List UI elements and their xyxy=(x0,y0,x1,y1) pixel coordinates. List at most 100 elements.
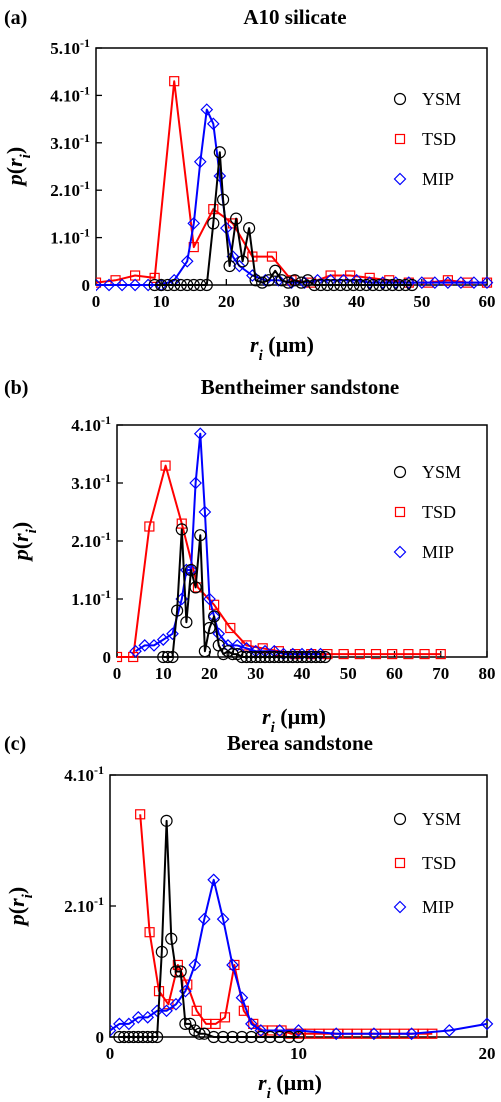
data-point-mip xyxy=(233,259,246,273)
data-point-mip xyxy=(138,639,152,652)
legend-label-mip: MIP xyxy=(422,897,454,917)
data-point-mip xyxy=(480,276,494,289)
data-point-mip xyxy=(113,1017,126,1031)
data-point-mip xyxy=(272,273,285,287)
data-point-ysm xyxy=(243,222,256,235)
data-point-mip xyxy=(402,276,416,289)
data-point-tsd xyxy=(144,927,155,938)
data-point-ysm xyxy=(230,212,243,225)
data-point-mip xyxy=(206,117,220,131)
data-point-ysm xyxy=(180,616,193,629)
plot-frame xyxy=(95,47,488,286)
data-point-mip xyxy=(415,276,429,289)
data-point-ysm xyxy=(282,276,295,289)
data-point-tsd xyxy=(354,648,365,660)
legend-marker-tsd xyxy=(394,857,406,869)
data-point-ysm xyxy=(217,1030,230,1044)
data-point-ysm xyxy=(122,1030,135,1044)
data-point-mip xyxy=(200,103,214,116)
data-point-ysm xyxy=(314,278,327,292)
data-point-mip xyxy=(128,278,142,292)
data-point-ysm xyxy=(169,965,183,978)
x-tick-label: 60 xyxy=(386,664,403,683)
data-point-ysm xyxy=(353,278,367,292)
legend-label-mip: MIP xyxy=(422,542,454,562)
x-tick-label: 30 xyxy=(283,292,300,311)
data-point-ysm xyxy=(386,278,399,292)
data-point-mip xyxy=(166,627,179,641)
data-point-ysm xyxy=(263,650,276,664)
y-tick-label: 5.10-1 xyxy=(50,36,90,58)
data-point-ysm xyxy=(157,650,170,664)
x-tick-label: 10 xyxy=(155,664,172,683)
legend-label-tsd: TSD xyxy=(422,129,456,149)
data-point-mip xyxy=(442,1024,456,1037)
data-point-mip xyxy=(367,1027,381,1041)
data-point-ysm xyxy=(240,650,253,664)
data-point-mip xyxy=(193,155,207,169)
data-point-ysm xyxy=(309,650,322,664)
data-point-tsd xyxy=(176,518,187,529)
data-point-mip xyxy=(292,1024,305,1037)
data-point-mip xyxy=(428,276,442,289)
x-tick-label: 20 xyxy=(201,664,218,683)
x-tick-label: 50 xyxy=(340,664,357,683)
chart-title: A10 silicate xyxy=(243,5,346,29)
y-tick-label: 4.10-1 xyxy=(50,83,90,105)
plot-area xyxy=(110,809,494,1044)
panel-label: (b) xyxy=(4,377,28,399)
data-point-mip xyxy=(141,1011,155,1024)
data-point-tsd xyxy=(135,809,146,820)
chart-title: Berea sandstone xyxy=(227,731,373,755)
legend-marker-tsd xyxy=(394,506,406,518)
y-tick-label: 0 xyxy=(103,648,112,667)
data-point-ysm xyxy=(226,647,239,661)
data-point-mip xyxy=(110,1024,117,1037)
legend-marker-ysm xyxy=(393,92,407,106)
data-point-mip xyxy=(226,958,239,972)
legend-label-ysm: YSM xyxy=(422,89,461,109)
data-point-mip xyxy=(246,269,259,282)
data-point-mip xyxy=(273,1024,286,1037)
data-point-mip xyxy=(122,1017,136,1031)
data-point-ysm xyxy=(127,1030,140,1044)
data-point-ysm xyxy=(118,1030,131,1044)
data-point-ysm xyxy=(258,650,272,664)
data-point-ysm xyxy=(203,621,216,635)
x-tick-label: 0 xyxy=(106,1044,115,1063)
data-point-ysm xyxy=(194,278,207,292)
data-point-tsd xyxy=(210,1018,221,1030)
data-point-mip xyxy=(147,639,161,652)
data-point-mip xyxy=(131,1011,145,1024)
x-axis-label: ri (µm) xyxy=(262,704,326,736)
data-point-mip xyxy=(480,1017,494,1031)
data-point-tsd xyxy=(96,277,102,288)
data-point-ysm xyxy=(347,278,360,292)
data-point-ysm xyxy=(249,650,262,664)
data-point-ysm xyxy=(319,650,332,664)
data-point-ysm xyxy=(148,278,161,292)
data-point-mip xyxy=(197,912,211,926)
data-point-ysm xyxy=(327,278,340,292)
data-point-ysm xyxy=(301,274,314,287)
data-point-ysm xyxy=(273,1030,286,1044)
series-line-ysm xyxy=(154,151,413,286)
data-point-tsd xyxy=(160,460,171,471)
data-point-ysm xyxy=(189,581,202,594)
data-point-ysm xyxy=(282,1030,296,1044)
x-tick-label: 20 xyxy=(479,1044,496,1063)
y-tick-label: 3.10-1 xyxy=(50,131,90,153)
data-point-tsd xyxy=(387,648,398,660)
legend-marker-ysm xyxy=(393,812,407,826)
data-point-ysm xyxy=(277,650,290,664)
data-point-ysm xyxy=(245,650,258,664)
y-tick-label: 4.10-1 xyxy=(71,413,111,435)
data-point-ysm xyxy=(286,650,299,664)
x-tick-label: 10 xyxy=(153,292,170,311)
data-point-mip xyxy=(363,276,377,289)
data-point-ysm xyxy=(366,278,380,292)
data-point-tsd xyxy=(338,648,349,660)
data-point-ysm xyxy=(207,1030,220,1044)
series-line-tsd xyxy=(117,464,441,658)
legend-label-ysm: YSM xyxy=(422,462,461,482)
